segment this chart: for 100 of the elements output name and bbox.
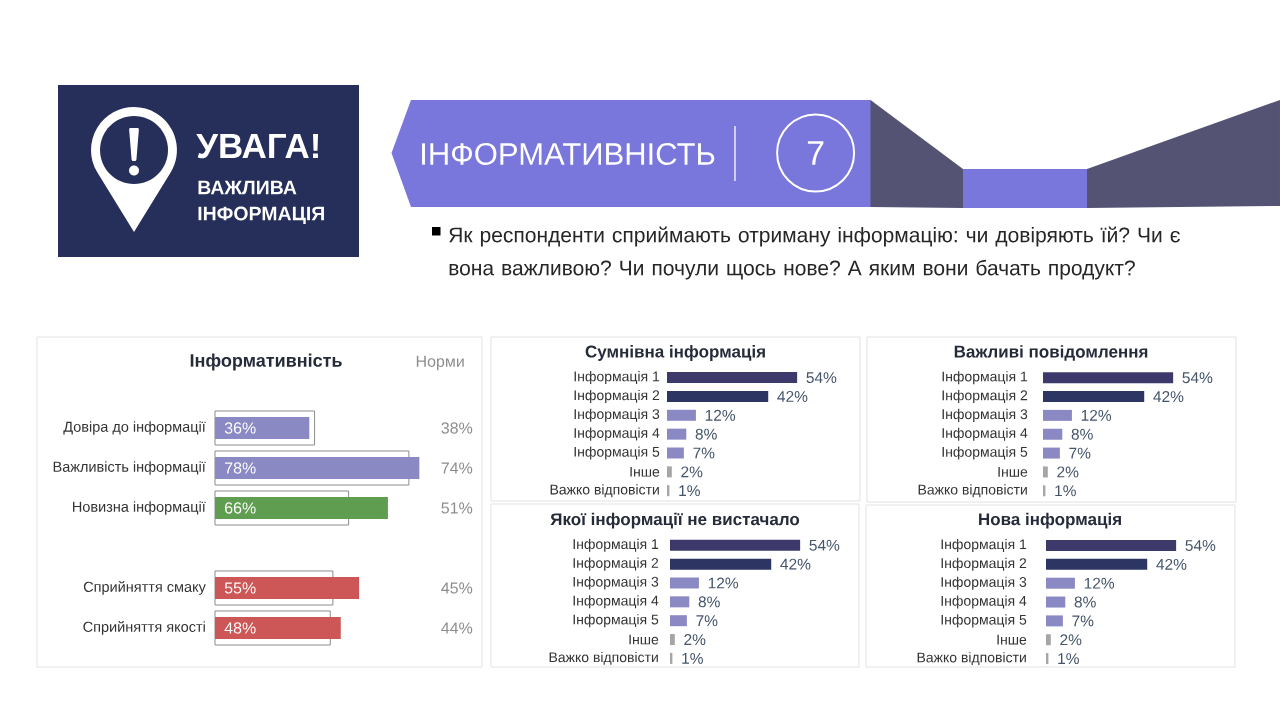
y-tick-label: Важливість інформації <box>53 461 206 475</box>
y-tick-label: Інше <box>998 467 1028 477</box>
bar <box>1046 596 1066 608</box>
bar <box>1046 539 1177 551</box>
bar <box>1046 615 1063 627</box>
text: ВАЖЛИВА ІНФОРМАЦІЯ <box>198 180 324 225</box>
data-label: 66% <box>225 502 256 514</box>
chart-title: Нова інформація <box>979 512 1121 529</box>
data-label: 78% <box>225 462 256 474</box>
data-label: 8% <box>695 428 717 440</box>
bar <box>215 496 388 519</box>
y-tick-label: Новизна інформації <box>73 501 206 515</box>
data-label: 1% <box>1058 653 1079 665</box>
y-tick-label: Інформація 1 <box>942 371 1028 385</box>
data-label: 42% <box>1153 391 1184 402</box>
chart-title: Якої інформації не вистачало <box>550 512 800 529</box>
bar <box>215 456 420 479</box>
bar <box>215 616 341 639</box>
y-tick-label: Важко відповісти <box>918 484 1027 498</box>
y-tick-label: Сприйняття смаку <box>83 581 206 595</box>
data-label: 1% <box>682 652 703 664</box>
y-tick-label: Інформація 4 <box>574 427 660 441</box>
data-label: 45% <box>441 582 473 594</box>
data-label: 7% <box>1069 447 1091 459</box>
text: 7 <box>807 141 824 165</box>
text: УВАГА! <box>196 133 319 159</box>
data-label: 36% <box>224 422 256 434</box>
data-label: 42% <box>777 390 808 402</box>
data-label: 12% <box>1081 409 1112 421</box>
y-tick-label: Важко відповісти <box>549 651 658 665</box>
bar <box>667 447 684 459</box>
y-tick-label: Інформація 2 <box>573 557 659 571</box>
y-tick-label: Сприйняття якості <box>83 621 205 635</box>
data-label: 54% <box>806 372 837 384</box>
data-label: 8% <box>698 596 720 608</box>
bar <box>667 409 696 421</box>
data-label: 2% <box>684 634 706 646</box>
y-tick-label: Інформація 5 <box>942 446 1028 460</box>
y-tick-label: Важко відповісти <box>917 652 1026 666</box>
data-label: 12% <box>1084 577 1115 589</box>
data-label: 2% <box>681 466 703 478</box>
data-label: 54% <box>1185 540 1216 551</box>
data-label: 42% <box>1156 558 1187 570</box>
data-label: 7% <box>1072 615 1094 627</box>
data-label: 55% <box>224 582 256 594</box>
y-tick-label: Інформація 1 <box>574 371 660 385</box>
bar <box>670 558 772 570</box>
data-label: 1% <box>1055 485 1076 497</box>
data-label: 7% <box>696 615 718 627</box>
y-tick-label: Інформація 3 <box>574 408 660 422</box>
bar <box>667 390 769 402</box>
bar <box>1043 466 1048 478</box>
bar <box>1043 372 1174 384</box>
y-tick-label: Інформація 5 <box>573 614 659 628</box>
data-label: 2% <box>1057 466 1079 478</box>
y-tick-label: Інформація 1 <box>573 538 659 552</box>
data-label: 42% <box>780 558 811 570</box>
bar <box>670 577 699 589</box>
bar <box>1046 634 1051 646</box>
data-label: 1% <box>679 485 700 497</box>
y-tick-label: Довіра до інформації <box>63 421 206 435</box>
y-tick-label: Інформація 3 <box>941 576 1027 590</box>
y-tick-label: Важко відповісти <box>550 484 659 498</box>
bar <box>1046 558 1148 570</box>
data-label: 44% <box>441 622 473 634</box>
chart-title: Важливі повідомлення <box>954 345 1148 361</box>
data-label: 38% <box>441 422 473 434</box>
y-tick-label: Інше <box>630 466 660 477</box>
bar <box>670 596 690 608</box>
text: Як респонденти сприймають отриману інформацію: чи довіряють їй? Чи є вона важливою? Чи почули щось нове? А яким вони бачать продукт? <box>449 226 1180 280</box>
y-tick-label: Інше <box>997 634 1027 645</box>
data-label: 12% <box>705 409 736 421</box>
text: ІНФОРМАТИВНІСТЬ <box>422 143 715 165</box>
data-label: 51% <box>441 502 473 514</box>
text: Норми <box>416 355 464 371</box>
y-tick-label: Інформація 1 <box>941 538 1027 553</box>
y-tick-label: Інформація 2 <box>574 389 660 403</box>
bar <box>1043 409 1072 421</box>
bar <box>667 428 687 440</box>
bar <box>667 466 672 478</box>
data-label: 12% <box>708 577 739 589</box>
bar <box>670 615 687 627</box>
data-label: 48% <box>224 622 256 634</box>
y-tick-label: Інформація 5 <box>941 614 1027 628</box>
bar <box>215 416 310 439</box>
bar <box>215 576 360 599</box>
y-tick-label: Інформація 2 <box>941 557 1027 571</box>
bar <box>1043 428 1063 440</box>
data-label: 54% <box>809 539 840 551</box>
chart-title: Інформативність <box>190 353 342 371</box>
chart-title: Сумнівна інформація <box>585 345 765 361</box>
y-tick-label: Інформація 3 <box>573 576 659 590</box>
bar <box>670 539 801 551</box>
bar <box>670 634 675 646</box>
data-label: 8% <box>1074 596 1096 608</box>
data-label: 2% <box>1060 634 1082 646</box>
y-tick-label: Інформація 2 <box>942 390 1028 404</box>
data-label: 54% <box>1182 372 1213 384</box>
y-tick-label: Інформація 4 <box>941 595 1027 609</box>
bar <box>1043 447 1060 459</box>
